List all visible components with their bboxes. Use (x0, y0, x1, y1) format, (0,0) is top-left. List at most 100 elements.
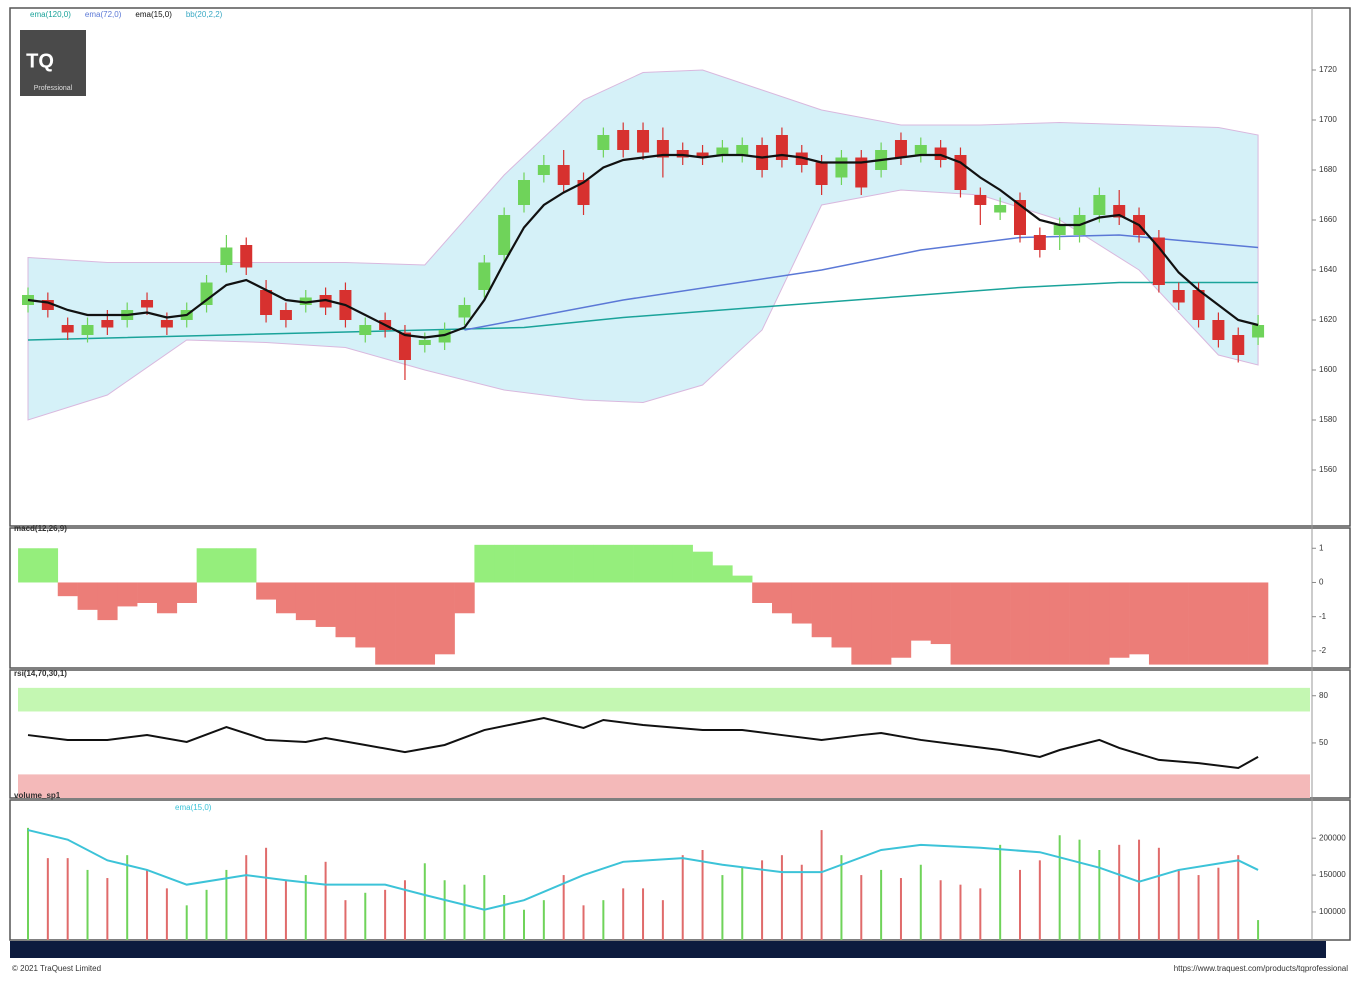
candle-body (557, 165, 570, 185)
volume-bar (364, 892, 367, 940)
histogram-bar (1168, 582, 1189, 665)
candle-body (260, 290, 273, 315)
volume-bar (761, 860, 764, 940)
volume-bar (959, 884, 962, 940)
candle-body (994, 205, 1007, 213)
y-tick-label: 1600 (1319, 365, 1337, 374)
volume-bar (899, 878, 902, 940)
candle-body (696, 152, 709, 158)
histogram-bar (573, 544, 594, 583)
volume-bar (1118, 844, 1121, 940)
volume-bar (1138, 839, 1141, 940)
logo-subtitle: Professional (34, 85, 73, 92)
histogram-bar (276, 582, 297, 614)
histogram-bar (414, 582, 436, 665)
histogram-bar (732, 575, 753, 583)
candle-body (577, 180, 590, 205)
y-tick-label: 80 (1319, 691, 1328, 700)
histogram-bar (772, 582, 793, 614)
volume-bar (1257, 920, 1260, 940)
candle-body (775, 135, 788, 160)
volume-bar (423, 863, 426, 940)
volume-bar (701, 850, 704, 940)
histogram-bar (1129, 582, 1150, 655)
candle-body (518, 180, 530, 205)
volume-bar (463, 884, 466, 940)
histogram-bar (494, 544, 515, 583)
volume-bar (205, 889, 208, 940)
volume-bar (919, 864, 922, 940)
histogram-bar (236, 548, 257, 583)
volume-bar (324, 861, 327, 940)
histogram-bar (752, 582, 773, 603)
volume-bar (1237, 855, 1240, 940)
volume-bar (1019, 869, 1021, 940)
histogram-bar (1208, 582, 1229, 665)
candle-body (398, 332, 411, 360)
y-tick-label: 0 (1319, 578, 1324, 587)
histogram-bar (1188, 582, 1209, 665)
legend-entry: ema(120,0) (30, 10, 71, 19)
histogram-bar (851, 582, 872, 665)
histogram-bar (315, 582, 336, 627)
candle-body (200, 282, 213, 305)
candle-body (656, 140, 669, 158)
histogram-bar (256, 582, 277, 600)
legend-entry: bb(20,2,2) (186, 10, 223, 19)
panel-title: macd(12,26,9) (14, 524, 67, 533)
candle-body (141, 300, 154, 308)
candle-body (1053, 225, 1066, 235)
volume-bar (661, 900, 664, 940)
legend-entry: ema(15,0) (135, 10, 172, 19)
volume-bar (126, 855, 129, 940)
panel-title: volume_sp1 (14, 791, 61, 800)
histogram-bar (891, 582, 912, 658)
volume-bar (165, 888, 168, 940)
histogram-bar (1049, 582, 1070, 665)
candle-body (716, 147, 729, 155)
volume-bar (840, 855, 843, 940)
candle-body (934, 147, 947, 160)
candle-body (617, 130, 630, 150)
histogram-bar (1248, 582, 1269, 665)
histogram-bar (871, 582, 892, 665)
y-tick-label: 1660 (1319, 215, 1337, 224)
histogram-bar (77, 582, 98, 610)
volume-bar (86, 869, 89, 940)
histogram-bar (950, 582, 971, 665)
histogram-bar (1010, 582, 1031, 665)
histogram-bar (474, 544, 495, 583)
volume-bar (999, 844, 1002, 940)
volume-bar (185, 905, 188, 940)
candle-body (299, 297, 312, 305)
volume-bar (284, 880, 287, 940)
candle-body (418, 340, 431, 345)
date-axis (10, 941, 1326, 958)
volume-bar (1197, 875, 1200, 940)
volume-bar (523, 909, 525, 940)
volume-bar (483, 875, 486, 940)
histogram-bar (1089, 582, 1110, 665)
volume-bar (542, 900, 545, 940)
candle-body (795, 152, 808, 165)
histogram-bar (1109, 582, 1130, 658)
volume-bar (562, 875, 565, 940)
volume-bar (245, 855, 248, 940)
volume-bar (1177, 869, 1180, 940)
histogram-bar (811, 582, 832, 638)
macd-panel (9, 527, 1351, 669)
candle-body (220, 247, 233, 265)
volume-bar (443, 880, 446, 940)
candle-body (1172, 290, 1185, 303)
candle-body (458, 305, 471, 318)
volume-bar (503, 895, 506, 940)
volume-bar (1078, 839, 1081, 940)
logo-text: TQ (26, 50, 54, 72)
histogram-bar (533, 544, 555, 583)
volume-bar (880, 869, 883, 940)
histogram-bar (990, 582, 1011, 665)
volume-bar (146, 869, 149, 940)
histogram-bar (593, 544, 614, 583)
histogram-bar (196, 548, 217, 583)
volume-bar (384, 889, 387, 940)
